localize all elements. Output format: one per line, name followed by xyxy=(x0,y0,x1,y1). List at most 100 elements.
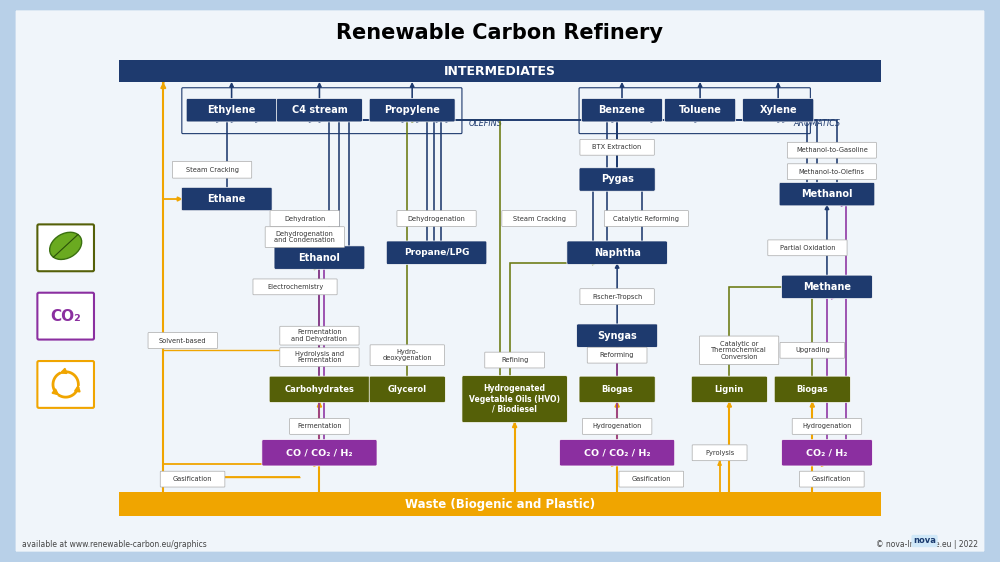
Text: Renewable Carbon Refinery: Renewable Carbon Refinery xyxy=(336,23,664,43)
Text: BTX Extraction: BTX Extraction xyxy=(592,144,642,150)
FancyBboxPatch shape xyxy=(280,327,359,345)
Text: Upgrading: Upgrading xyxy=(795,347,830,353)
Text: Hydrolysis and
Fermentation: Hydrolysis and Fermentation xyxy=(295,351,344,364)
Text: Glycerol: Glycerol xyxy=(388,385,427,394)
Text: AROMATICS: AROMATICS xyxy=(794,119,841,128)
Text: Ethylene: Ethylene xyxy=(207,105,256,115)
Text: Carbohydrates: Carbohydrates xyxy=(285,385,354,394)
Text: Ethane: Ethane xyxy=(208,194,246,204)
Text: Waste (Biogenic and Plastic): Waste (Biogenic and Plastic) xyxy=(405,497,595,510)
FancyBboxPatch shape xyxy=(186,98,277,122)
FancyBboxPatch shape xyxy=(792,419,862,434)
Text: Gasification: Gasification xyxy=(632,476,671,482)
FancyBboxPatch shape xyxy=(699,336,779,365)
FancyBboxPatch shape xyxy=(774,376,850,402)
FancyBboxPatch shape xyxy=(37,293,94,339)
Text: Steam Cracking: Steam Cracking xyxy=(513,216,566,221)
FancyBboxPatch shape xyxy=(582,419,652,434)
FancyBboxPatch shape xyxy=(692,445,747,461)
FancyBboxPatch shape xyxy=(274,246,365,269)
Text: Hydrogenated
Vegetable Oils (HVO)
/ Biodiesel: Hydrogenated Vegetable Oils (HVO) / Biod… xyxy=(469,384,560,414)
Text: CO / CO₂ / H₂: CO / CO₂ / H₂ xyxy=(584,448,650,457)
FancyBboxPatch shape xyxy=(787,142,876,158)
Text: Biogas: Biogas xyxy=(797,385,828,394)
Text: INTERMEDIATES: INTERMEDIATES xyxy=(444,65,556,78)
FancyBboxPatch shape xyxy=(779,183,875,206)
Text: available at www.renewable-carbon.eu/graphics: available at www.renewable-carbon.eu/gra… xyxy=(22,541,207,550)
FancyBboxPatch shape xyxy=(253,279,337,294)
FancyBboxPatch shape xyxy=(485,352,545,368)
FancyBboxPatch shape xyxy=(10,5,990,557)
Ellipse shape xyxy=(50,232,82,260)
Text: Methanol-to-Olefins: Methanol-to-Olefins xyxy=(799,169,865,175)
FancyBboxPatch shape xyxy=(148,333,218,348)
FancyBboxPatch shape xyxy=(581,98,663,122)
Text: Propylene: Propylene xyxy=(384,105,440,115)
FancyBboxPatch shape xyxy=(768,240,847,256)
Text: Catalytic or
Thermochemical
Conversion: Catalytic or Thermochemical Conversion xyxy=(711,341,767,360)
FancyBboxPatch shape xyxy=(37,361,94,408)
Text: Dehydration: Dehydration xyxy=(284,216,325,221)
FancyBboxPatch shape xyxy=(276,98,362,122)
Text: Methanol: Methanol xyxy=(801,189,853,199)
Text: Fermentation
and Dehydration: Fermentation and Dehydration xyxy=(291,329,347,342)
FancyBboxPatch shape xyxy=(160,471,225,487)
FancyBboxPatch shape xyxy=(37,224,94,271)
Text: Dehydrogenation: Dehydrogenation xyxy=(408,216,465,221)
Text: CO / CO₂ / H₂: CO / CO₂ / H₂ xyxy=(286,448,353,457)
FancyBboxPatch shape xyxy=(577,324,658,347)
Text: Solvent-based: Solvent-based xyxy=(159,338,207,343)
Text: Syngas: Syngas xyxy=(597,330,637,341)
FancyBboxPatch shape xyxy=(787,164,876,180)
Text: Steam Cracking: Steam Cracking xyxy=(186,167,239,173)
Text: Electrochemistry: Electrochemistry xyxy=(267,284,323,290)
FancyBboxPatch shape xyxy=(567,241,667,264)
FancyBboxPatch shape xyxy=(462,375,567,423)
Text: C4 stream: C4 stream xyxy=(292,105,347,115)
Text: Gasification: Gasification xyxy=(812,476,852,482)
Text: OLEFINS: OLEFINS xyxy=(468,119,502,128)
Text: Naphtha: Naphtha xyxy=(594,248,641,258)
FancyBboxPatch shape xyxy=(782,275,872,298)
FancyBboxPatch shape xyxy=(619,471,684,487)
Text: Lignin: Lignin xyxy=(715,385,744,394)
Text: Gasification: Gasification xyxy=(173,476,212,482)
FancyBboxPatch shape xyxy=(782,439,872,466)
FancyBboxPatch shape xyxy=(119,492,881,516)
FancyBboxPatch shape xyxy=(280,348,359,366)
FancyBboxPatch shape xyxy=(119,61,881,82)
Text: © nova-Institute.eu | 2022: © nova-Institute.eu | 2022 xyxy=(876,541,978,550)
FancyBboxPatch shape xyxy=(172,161,252,178)
FancyBboxPatch shape xyxy=(579,376,655,402)
Text: Hydro-
deoxygenation: Hydro- deoxygenation xyxy=(382,349,432,361)
FancyBboxPatch shape xyxy=(560,439,675,466)
Text: Propane/LPG: Propane/LPG xyxy=(404,248,469,257)
FancyBboxPatch shape xyxy=(579,168,655,191)
Text: Fischer-Tropsch: Fischer-Tropsch xyxy=(592,293,642,300)
FancyBboxPatch shape xyxy=(780,342,845,358)
FancyBboxPatch shape xyxy=(262,439,377,466)
Text: Hydrogenation: Hydrogenation xyxy=(592,423,642,429)
FancyBboxPatch shape xyxy=(269,376,370,402)
FancyBboxPatch shape xyxy=(370,345,444,365)
Text: Pygas: Pygas xyxy=(601,174,634,184)
FancyBboxPatch shape xyxy=(580,139,654,155)
FancyBboxPatch shape xyxy=(265,226,344,247)
FancyBboxPatch shape xyxy=(664,98,736,122)
Text: Benzene: Benzene xyxy=(599,105,645,115)
FancyBboxPatch shape xyxy=(800,471,864,487)
Text: Hydrogenation: Hydrogenation xyxy=(802,423,852,429)
Text: nova: nova xyxy=(913,537,936,546)
Text: Reforming: Reforming xyxy=(600,352,634,358)
FancyBboxPatch shape xyxy=(369,98,455,122)
FancyBboxPatch shape xyxy=(604,211,688,226)
FancyBboxPatch shape xyxy=(691,376,767,402)
FancyBboxPatch shape xyxy=(386,241,487,264)
Text: Toluene: Toluene xyxy=(679,105,722,115)
FancyBboxPatch shape xyxy=(290,419,349,434)
Text: Xylene: Xylene xyxy=(759,105,797,115)
Text: Biogas: Biogas xyxy=(601,385,633,394)
Text: Fermentation: Fermentation xyxy=(297,423,342,429)
FancyBboxPatch shape xyxy=(397,211,476,226)
FancyBboxPatch shape xyxy=(743,98,814,122)
